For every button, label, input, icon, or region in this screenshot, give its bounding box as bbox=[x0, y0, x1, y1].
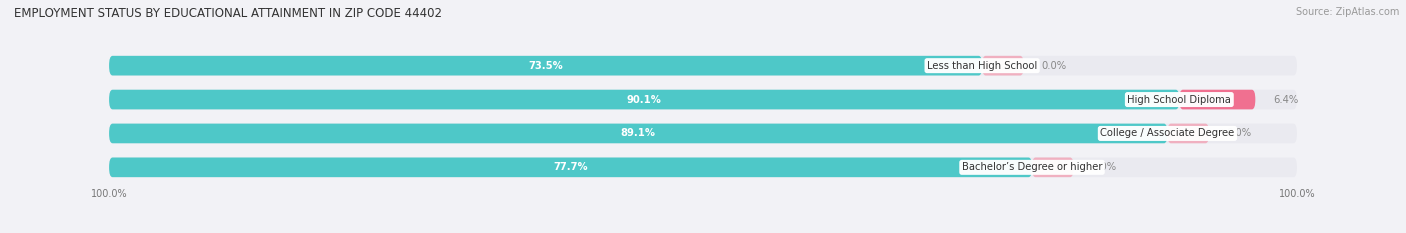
Text: 77.7%: 77.7% bbox=[553, 162, 588, 172]
FancyBboxPatch shape bbox=[983, 56, 1024, 75]
FancyBboxPatch shape bbox=[1180, 90, 1256, 109]
Text: 0.0%: 0.0% bbox=[1042, 61, 1067, 71]
FancyBboxPatch shape bbox=[110, 124, 1296, 143]
Text: 100.0%: 100.0% bbox=[1278, 189, 1315, 199]
FancyBboxPatch shape bbox=[110, 90, 1296, 109]
Text: 0.0%: 0.0% bbox=[1227, 128, 1251, 138]
Text: College / Associate Degree: College / Associate Degree bbox=[1101, 128, 1234, 138]
Text: 100.0%: 100.0% bbox=[91, 189, 128, 199]
FancyBboxPatch shape bbox=[1167, 124, 1209, 143]
Text: Less than High School: Less than High School bbox=[927, 61, 1038, 71]
FancyBboxPatch shape bbox=[110, 90, 1180, 109]
FancyBboxPatch shape bbox=[110, 56, 1296, 75]
FancyBboxPatch shape bbox=[110, 158, 1296, 177]
Text: 73.5%: 73.5% bbox=[529, 61, 562, 71]
Text: 0.0%: 0.0% bbox=[1091, 162, 1116, 172]
FancyBboxPatch shape bbox=[110, 158, 1032, 177]
Text: 89.1%: 89.1% bbox=[621, 128, 655, 138]
Text: 90.1%: 90.1% bbox=[627, 95, 662, 105]
FancyBboxPatch shape bbox=[110, 124, 1167, 143]
Text: EMPLOYMENT STATUS BY EDUCATIONAL ATTAINMENT IN ZIP CODE 44402: EMPLOYMENT STATUS BY EDUCATIONAL ATTAINM… bbox=[14, 7, 441, 20]
FancyBboxPatch shape bbox=[1032, 158, 1074, 177]
Text: High School Diploma: High School Diploma bbox=[1128, 95, 1232, 105]
Text: Bachelor’s Degree or higher: Bachelor’s Degree or higher bbox=[962, 162, 1102, 172]
Text: Source: ZipAtlas.com: Source: ZipAtlas.com bbox=[1295, 7, 1399, 17]
Text: 6.4%: 6.4% bbox=[1274, 95, 1298, 105]
FancyBboxPatch shape bbox=[110, 56, 983, 75]
